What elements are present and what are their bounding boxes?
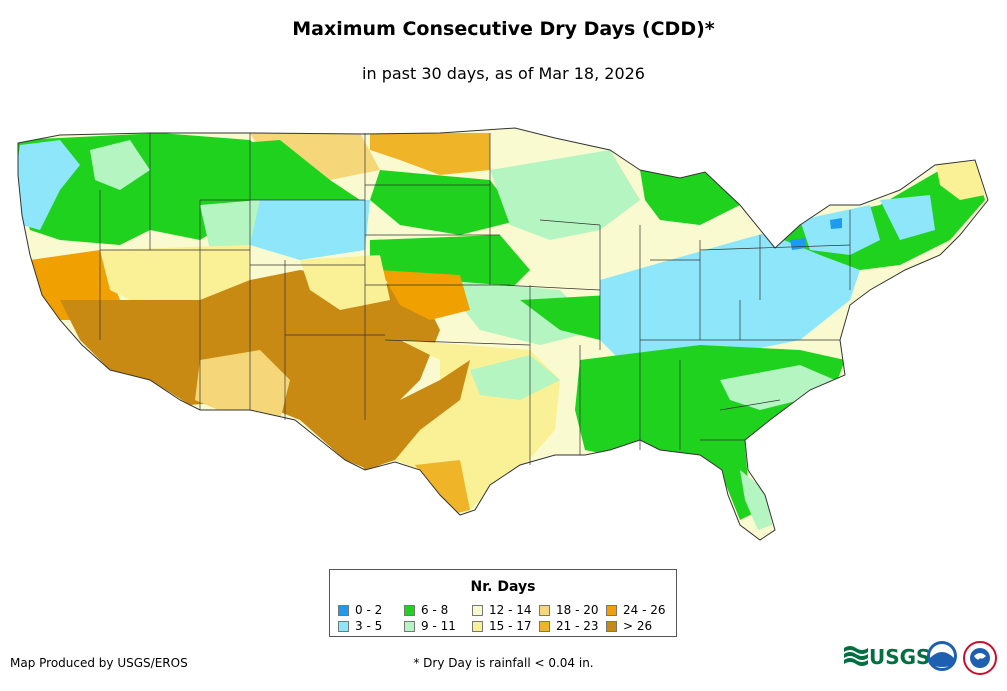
region-deepblue-spot2 [830,218,842,229]
legend-item: 12 - 14 [472,604,532,617]
legend-label: 18 - 20 [556,603,599,617]
cdd-regions [18,133,985,530]
legend-label: 24 - 26 [623,603,666,617]
us-map [0,120,1007,550]
footnote-text: * Dry Day is rainfall < 0.04 in. [413,656,594,670]
legend-swatch [539,621,550,632]
region-ohio-blue [600,215,870,370]
region-wy-lightgreen [200,200,260,250]
legend-swatch [404,621,415,632]
region-tx-brown [330,360,470,470]
region-pnw-blue [18,140,80,230]
legend-item: 24 - 26 [606,604,666,617]
legend-item: > 26 [606,620,652,633]
legend-label: 15 - 17 [489,619,532,633]
map-subtitle: in past 30 days, as of Mar 18, 2026 [362,64,645,83]
legend-item: 15 - 17 [472,620,532,633]
region-co-orange [380,270,470,320]
legend-label: 3 - 5 [355,619,383,633]
legend-label: 6 - 8 [421,603,449,617]
region-nv-yellow [100,245,250,300]
nws-logo [963,641,997,675]
legend-swatch [539,605,550,616]
region-ne-blue-2 [880,195,935,240]
state-boundaries [99,133,851,465]
region-dakotas-green [370,170,520,235]
region-mn-lightgreen [490,150,640,240]
region-maine-yellow [935,158,985,200]
legend-swatch [472,621,483,632]
region-mi-green [640,170,740,225]
legend-swatch [338,605,349,616]
legend-label: > 26 [623,619,653,633]
legend-swatch [404,605,415,616]
region-ne-blue [800,205,880,255]
usgs-logo-text: USGS [869,645,930,669]
legend-item: 6 - 8 [404,604,448,617]
region-northplains-green [150,140,360,215]
legend-title: Nr. Days [470,579,536,595]
legend-label: 0 - 2 [355,603,383,617]
legend-item: 9 - 11 [404,620,456,633]
credit-text: Map Produced by USGS/EROS [10,656,188,670]
region-deepblue-spot [790,238,806,250]
legend: Nr. Days 0 - 2 3 - 5 6 - 8 9 - 11 12 - 1… [329,569,677,637]
map-title: Maximum Consecutive Dry Days (CDD)* [292,18,715,40]
legend-swatch [338,621,349,632]
legend-item: 0 - 2 [338,604,382,617]
region-wy-blue [250,200,370,260]
region-ok-lightgreen [470,355,560,400]
legend-label: 12 - 14 [489,603,532,617]
legend-swatch [472,605,483,616]
legend-swatch [606,621,617,632]
region-pnw-lightgreen [90,140,150,190]
legend-label: 9 - 11 [421,619,456,633]
logos: USGS [842,638,1002,678]
noaa-logo [927,641,957,671]
legend-label: 21 - 23 [556,619,599,633]
usgs-logo: USGS [844,645,930,669]
legend-item: 3 - 5 [338,620,382,633]
legend-swatch [606,605,617,616]
region-az-yellow [195,350,290,420]
region-dakotas-orange [370,133,490,175]
legend-item: 21 - 23 [539,620,599,633]
region-carolina-lightgreen [720,365,835,410]
region-co-yellow [300,255,390,310]
region-florida-lightgreen [740,470,772,530]
region-tx-orange [415,460,470,515]
legend-item: 18 - 20 [539,604,599,617]
